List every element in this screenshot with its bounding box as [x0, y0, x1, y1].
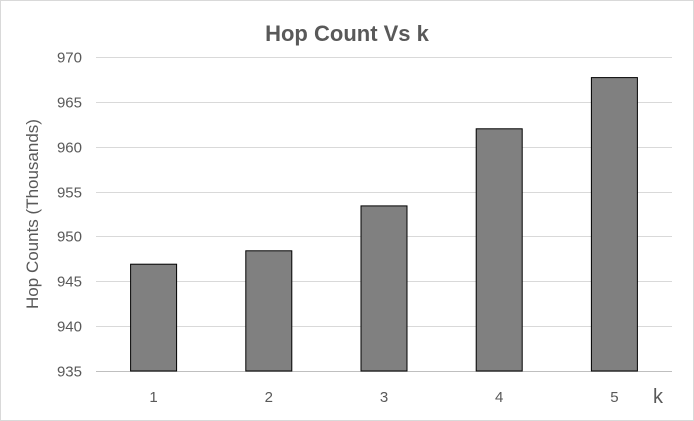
x-tick-label: 1 [149, 389, 157, 406]
x-tick-label: 3 [380, 389, 388, 406]
bar-k-1 [130, 263, 178, 372]
y-tick-label: 960 [57, 140, 82, 157]
x-axis-ticks: 1 2 3 4 5 [149, 389, 618, 406]
x-axis-label: k [653, 386, 664, 408]
bar-k-3 [360, 205, 408, 372]
bar-k-2 [245, 250, 293, 372]
y-axis-ticks: 935 940 945 950 955 960 965 970 [57, 50, 82, 381]
x-tick-label: 2 [265, 389, 273, 406]
x-tick-label: 4 [495, 389, 503, 406]
y-tick-label: 940 [57, 319, 82, 336]
chart-title: Hop Count Vs k [265, 21, 430, 46]
y-tick-label: 935 [57, 364, 82, 381]
y-tick-label: 945 [57, 274, 82, 291]
y-axis-label: Hop Counts (Thousands) [23, 119, 42, 309]
y-tick-label: 965 [57, 95, 82, 112]
bars [130, 77, 638, 372]
bar-k-4 [475, 128, 523, 372]
x-tick-label: 5 [610, 389, 618, 406]
y-tick-label: 955 [57, 185, 82, 202]
y-tick-label: 950 [57, 229, 82, 246]
y-tick-label: 970 [57, 50, 82, 67]
bar-k-5 [590, 77, 638, 372]
